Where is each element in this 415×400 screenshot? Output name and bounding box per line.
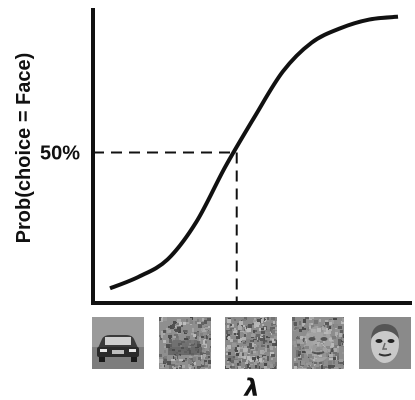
- x-axis-label: λ: [242, 374, 259, 400]
- noisy-face-image: [292, 317, 344, 369]
- psychometric-curve: [109, 14, 399, 291]
- face-image: [359, 317, 411, 369]
- noise-image: [225, 317, 277, 369]
- y-axis-label: Prob(choice = Face): [13, 53, 35, 244]
- y-tick-label-50: 50%: [40, 143, 80, 165]
- noisy-car-image: [159, 317, 211, 369]
- car-image: [92, 317, 144, 369]
